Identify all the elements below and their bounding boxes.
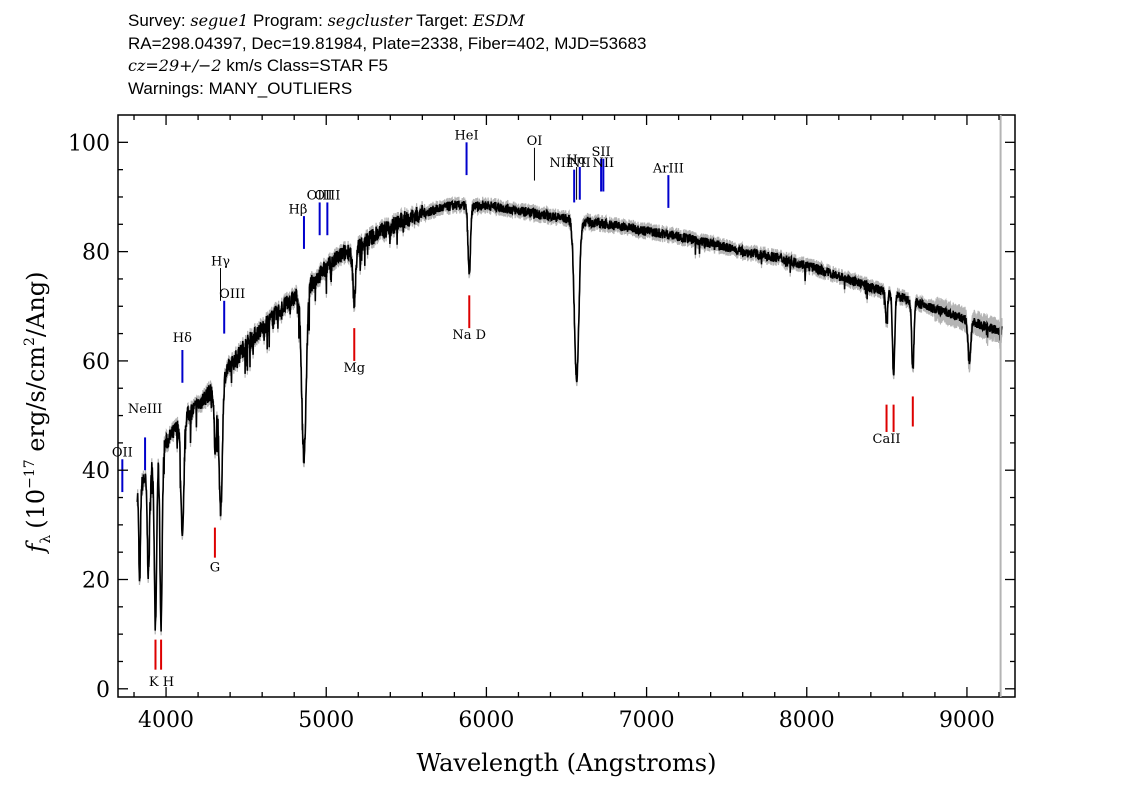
header-line-coordinates: RA=298.04397, Dec=19.81984, Plate=2338, … [128, 33, 647, 53]
y-label-exp1: −17 [22, 459, 38, 489]
line-marker-label: NII [593, 156, 615, 171]
line-marker-label: Mg [343, 361, 365, 376]
survey-label: Survey: [128, 11, 186, 30]
y-tick-label: 40 [82, 459, 110, 484]
header-line-redshift: cz=29+/−2 km/s Class=STAR F5 [128, 55, 1128, 78]
line-marker-label: NII [549, 156, 571, 171]
line-marker-label: HeI [454, 129, 478, 144]
plot-frame [117, 114, 1016, 698]
error-band [136, 196, 1003, 636]
line-marker-label: Na D [452, 328, 486, 343]
x-tick-label: 4000 [138, 708, 194, 733]
line-marker-label: OI [527, 134, 543, 149]
y-tick-label: 60 [82, 350, 110, 375]
y-label-post: /Ang) [22, 271, 50, 337]
x-tick-label: 8000 [779, 708, 835, 733]
axis-ticks: 4000 5000 6000 7000 8000 9000 0 20 40 60 80 100 [68, 115, 1015, 733]
line-marker-label: NII [569, 156, 591, 171]
target-value: ESDM [472, 11, 525, 30]
line-marker-label: Hα [567, 153, 587, 168]
line-marker-label: Hγ [211, 254, 230, 269]
line-marker-label: OIII [307, 189, 333, 204]
flux-series [136, 199, 1003, 632]
x-tick-label: 6000 [458, 708, 514, 733]
x-axis-label: Wavelength (Angstroms) [417, 749, 717, 777]
class-value: km/s Class=STAR F5 [221, 56, 388, 75]
line-marker-label: SII [592, 145, 611, 160]
x-tick-label: 5000 [298, 708, 354, 733]
redshift-value: cz=29+/−2 [128, 56, 222, 75]
x-tick-label: 9000 [939, 708, 995, 733]
line-marker-label: ArIII [652, 161, 684, 176]
y-label-pre: (10 [22, 489, 50, 529]
line-marker-label: CaII [873, 432, 901, 447]
program-label: Program: [252, 11, 323, 30]
line-marker-label: OIII [219, 287, 245, 302]
spectrum-header: Survey: segue1 Program: segcluster Targe… [128, 10, 1128, 100]
header-line-warnings: Warnings: MANY_OUTLIERS [128, 78, 353, 98]
y-tick-label: 100 [68, 131, 110, 156]
y-label-exp2: 2 [22, 337, 38, 346]
target-label: Target: [416, 11, 469, 30]
line-marker-label: NeIII [128, 402, 162, 417]
line-marker-label: OIII [314, 189, 340, 204]
line-marker-label: K H [149, 675, 174, 690]
survey-value: segue1 [190, 11, 249, 30]
error-band-area [136, 196, 1003, 636]
x-tick-label: 7000 [619, 708, 675, 733]
y-label-mid: erg/s/cm [22, 346, 50, 460]
program-value: segcluster [327, 11, 412, 30]
line-marker-label: OII [112, 446, 133, 461]
header-line-survey: Survey: segue1 Program: segcluster Targe… [128, 10, 1128, 33]
y-tick-label: 0 [96, 678, 110, 703]
y-label-sub: λ [38, 535, 54, 544]
line-marker-label: G [210, 560, 220, 575]
y-axis-label: fλ(10−17 erg/s/cm2/Ang) [22, 271, 54, 554]
line-marker-label: Hβ [289, 202, 308, 217]
y-tick-label: 20 [82, 569, 110, 594]
y-tick-label: 80 [82, 241, 110, 266]
line-marker-label: Hδ [173, 331, 192, 346]
flux-line [136, 199, 1003, 632]
